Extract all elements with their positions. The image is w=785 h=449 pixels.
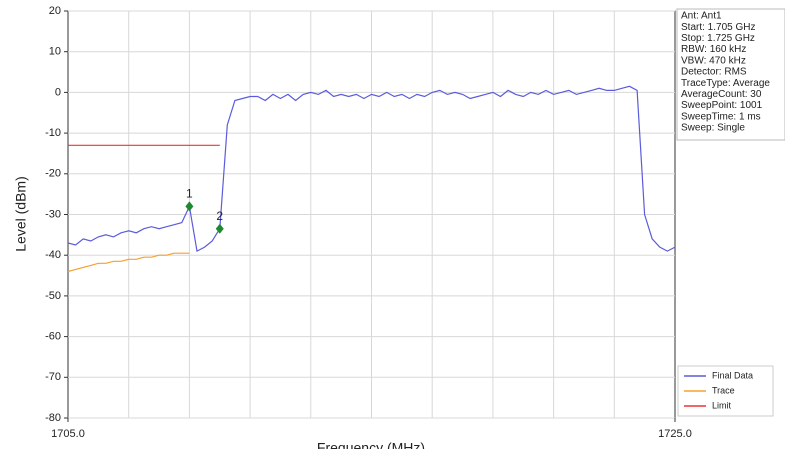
info-line: Detector: RMS [681, 67, 747, 78]
legend-label: Final Data [712, 370, 753, 380]
x-tick-label: 1705.0 [51, 428, 85, 440]
y-tick-label: -60 [45, 331, 61, 343]
series-line [67, 85, 676, 253]
info-line: SweepTime: 1 ms [681, 111, 761, 122]
marker-label: 1 [186, 187, 193, 201]
legend-label: Limit [712, 400, 732, 410]
info-line: TraceType: Average [681, 78, 770, 89]
x-axis-title: Frequency (MHz) [317, 440, 425, 449]
x-tick-label: 1725.0 [658, 428, 692, 440]
info-line: Sweep: Single [681, 123, 745, 134]
info-box [676, 8, 785, 141]
info-line: Stop: 1.725 GHz [681, 33, 755, 44]
y-tick-label: 0 [55, 86, 61, 98]
marker-point [185, 201, 194, 212]
series-line [67, 252, 190, 273]
y-tick-label: 10 [49, 46, 61, 58]
marker-point [215, 223, 224, 234]
info-line: AverageCount: 30 [681, 89, 762, 100]
y-tick-label: -10 [45, 127, 61, 139]
info-line: Ant: Ant1 [681, 11, 722, 22]
info-line: Start: 1.705 GHz [681, 22, 755, 33]
info-line: SweepPoint: 1001 [681, 100, 763, 111]
y-axis-title: Level (dBm) [13, 176, 29, 251]
y-tick-label: -30 [45, 208, 61, 220]
y-tick-label: -80 [45, 412, 61, 424]
y-tick-label: 20 [49, 5, 61, 17]
info-line: VBW: 470 kHz [681, 55, 746, 66]
info-line: RBW: 160 kHz [681, 44, 746, 55]
y-tick-label: -50 [45, 290, 61, 302]
marker-label: 2 [216, 209, 223, 223]
legend-label: Trace [712, 385, 735, 395]
y-tick-label: -40 [45, 249, 61, 261]
y-tick-label: -70 [45, 371, 61, 383]
y-tick-label: -20 [45, 168, 61, 180]
